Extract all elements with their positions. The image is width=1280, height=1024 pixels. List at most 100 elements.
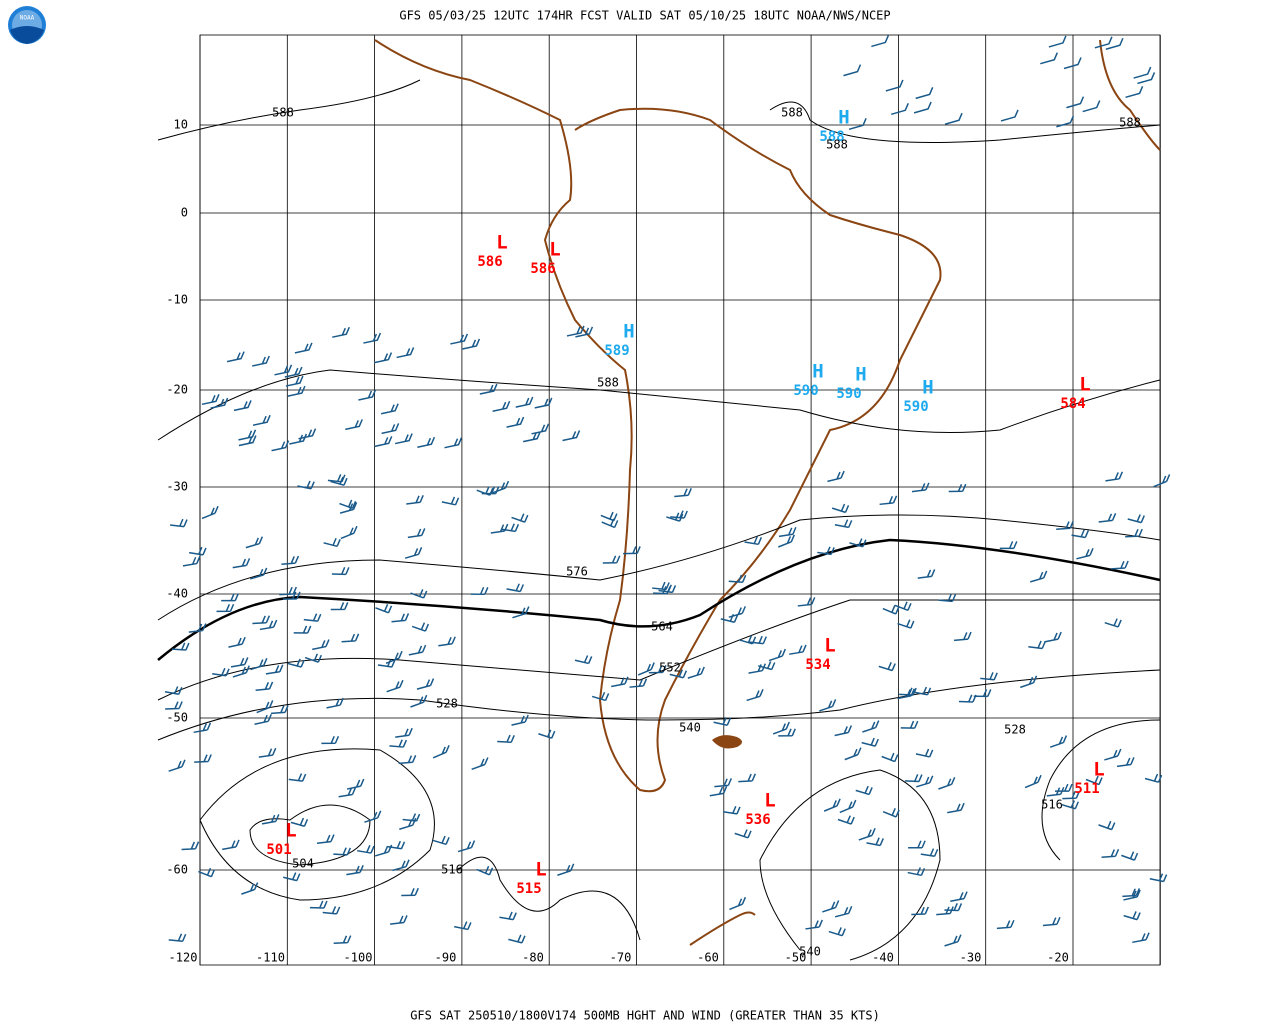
- wind-barb: [1048, 35, 1067, 48]
- wind-barb: [281, 555, 300, 565]
- longitude-label: -40: [872, 951, 894, 965]
- pressure-center-letter: L: [549, 239, 560, 261]
- wind-barb: [201, 505, 219, 520]
- wind-barb: [404, 546, 423, 559]
- wind-barb: [284, 366, 303, 378]
- wind-barb: [778, 526, 797, 538]
- wind-barb: [481, 486, 500, 495]
- wind-barb: [557, 863, 575, 876]
- wind-barb: [834, 725, 853, 737]
- wind-barb: [432, 835, 450, 846]
- wind-barb: [1056, 115, 1075, 128]
- wind-barb: [1153, 474, 1171, 488]
- wind-barb: [410, 694, 428, 708]
- wind-barb: [1098, 820, 1116, 831]
- wind-barb: [1040, 52, 1058, 65]
- longitude-label: -90: [435, 951, 457, 965]
- map-caption: GFS SAT 250510/1800V174 500MB HGHT AND W…: [410, 1009, 880, 1023]
- contour-label: 504: [292, 857, 314, 871]
- wind-barb: [250, 657, 268, 671]
- latitude-label: -50: [166, 711, 188, 725]
- wind-barb: [377, 659, 396, 668]
- wind-barb: [729, 896, 747, 911]
- wind-barb: [904, 774, 923, 783]
- wind-barb: [232, 558, 251, 569]
- wind-barb: [1094, 36, 1113, 49]
- contour-label: 564: [651, 620, 673, 634]
- contour-label: 576: [566, 565, 588, 579]
- wind-barb: [228, 636, 246, 648]
- wind-barb: [258, 747, 277, 758]
- wind-barb: [304, 653, 322, 663]
- wind-barb: [363, 332, 382, 344]
- wind-barb: [899, 687, 917, 696]
- wind-barb: [490, 523, 509, 534]
- wind-barb: [408, 644, 427, 656]
- wind-barb: [288, 773, 307, 782]
- wind-barb: [170, 518, 188, 528]
- wind-barb: [398, 754, 417, 765]
- wind-barb: [411, 622, 430, 632]
- contour-label: 552: [659, 661, 681, 675]
- pressure-center-letter: H: [623, 321, 634, 343]
- pressure-center-value: 534: [805, 657, 830, 673]
- wind-barb: [511, 714, 529, 726]
- wind-barb: [222, 839, 240, 851]
- wind-barb: [758, 661, 776, 671]
- wind-barb: [980, 672, 998, 681]
- wind-barb: [441, 496, 460, 506]
- longitude-label: -110: [256, 951, 285, 965]
- wind-barb: [746, 689, 764, 702]
- wind-barb: [1030, 570, 1048, 583]
- wind-barb: [250, 567, 268, 580]
- wind-barb: [454, 921, 472, 931]
- pressure-center-value: 586: [530, 261, 555, 277]
- wind-barb: [1085, 775, 1103, 786]
- wind-barb: [1116, 757, 1135, 768]
- longitude-label: -20: [1047, 951, 1069, 965]
- wind-barb: [375, 604, 393, 614]
- wind-barb: [330, 602, 349, 611]
- wind-barb: [492, 480, 510, 494]
- wind-barb: [303, 613, 322, 622]
- wind-barb: [1028, 640, 1046, 650]
- wind-barb: [837, 815, 855, 825]
- wind-barb: [897, 619, 915, 629]
- wind-barb: [401, 887, 419, 897]
- coastline: [374, 39, 942, 793]
- wind-barb: [252, 414, 271, 426]
- pressure-center-value: 590: [903, 399, 928, 415]
- wind-barb: [834, 906, 853, 918]
- wind-barb: [165, 701, 183, 710]
- wind-barb: [171, 642, 190, 651]
- wind-barb: [728, 574, 747, 583]
- wind-barb: [1121, 851, 1139, 861]
- wind-barb: [894, 601, 912, 612]
- wind-barb: [410, 589, 428, 599]
- logo-text: NOAA: [20, 15, 35, 22]
- wind-barb: [738, 773, 756, 783]
- wind-barb: [339, 499, 357, 510]
- wind-barb: [778, 534, 795, 548]
- wind-barb: [210, 397, 229, 409]
- wind-barb: [297, 480, 315, 490]
- wind-barb: [294, 342, 313, 354]
- wind-barb: [687, 666, 705, 679]
- wind-barb: [805, 919, 823, 930]
- wind-barb: [189, 546, 207, 556]
- wind-barb: [392, 859, 410, 872]
- wind-barb: [470, 586, 489, 596]
- wind-barb: [879, 495, 898, 506]
- wind-barb: [309, 900, 328, 909]
- wind-barb: [913, 101, 932, 114]
- wind-barb: [333, 935, 352, 944]
- contour-label: 516: [441, 863, 463, 877]
- contour-label: 588: [826, 138, 848, 152]
- wind-barb: [270, 705, 289, 715]
- wind-barb: [462, 338, 481, 350]
- wind-barb: [198, 867, 216, 878]
- contour-label: 588: [1119, 116, 1141, 130]
- wind-barb: [512, 606, 530, 619]
- wind-barb: [1104, 618, 1122, 628]
